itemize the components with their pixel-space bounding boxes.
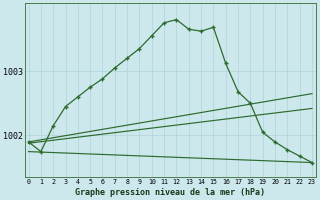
X-axis label: Graphe pression niveau de la mer (hPa): Graphe pression niveau de la mer (hPa) [75,188,265,197]
